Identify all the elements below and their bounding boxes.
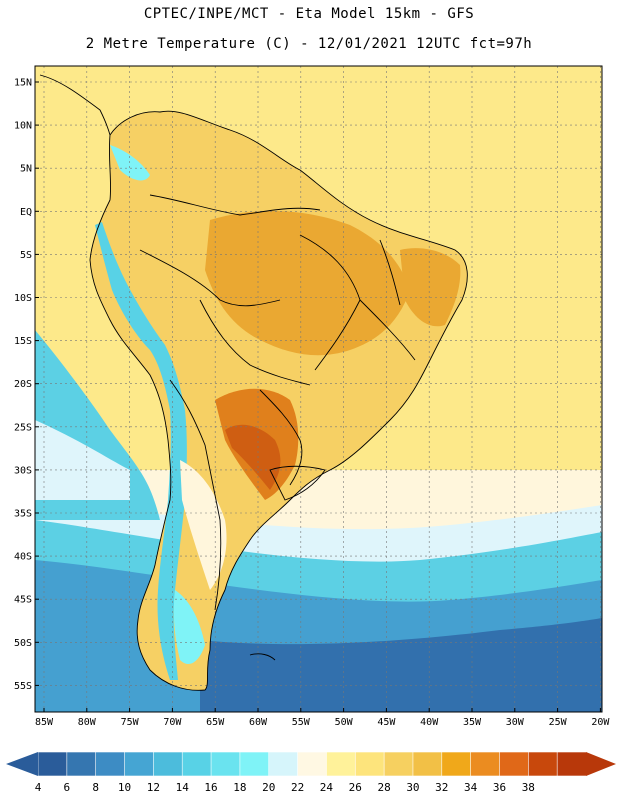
colorbar-tick-label: 38 (522, 781, 535, 794)
lat-label: 15S (14, 336, 32, 347)
border-peru-brazil (139, 249, 281, 307)
colorbar-swatch (124, 751, 155, 777)
colorbar-tick-label: 28 (377, 781, 390, 794)
border-brazil-states-c (379, 239, 401, 306)
lat-label: 50S (14, 638, 32, 649)
border-paraguay (259, 389, 303, 486)
colorbar-swatch (37, 751, 68, 777)
colorbar-swatch (210, 751, 241, 777)
lat-label: 5S (20, 250, 32, 261)
colorbar-swatch (95, 751, 126, 777)
colorbar-swatch (412, 751, 443, 777)
lat-label: 40S (14, 552, 32, 563)
colorbar-tick-label: 24 (320, 781, 334, 794)
field-patagonia-cream (180, 460, 227, 590)
border-bolivia (199, 299, 311, 386)
lat-label: 45S (14, 595, 32, 606)
lon-label: 40W (420, 717, 439, 728)
colorbar-swatch (441, 751, 472, 777)
colorbar-tick-label: 4 (35, 781, 42, 794)
lat-label: 30S (14, 465, 32, 476)
lon-label: 45W (377, 717, 396, 728)
lat-label: 55S (14, 681, 32, 692)
colorbar-tick-label: 18 (233, 781, 246, 794)
colorbar-tick-label: 14 (176, 781, 190, 794)
colorbar-tick-label: 16 (204, 781, 217, 794)
colorbar-high-arrow (586, 752, 616, 776)
colorbar-swatch (383, 751, 414, 777)
lon-label: 75W (121, 717, 140, 728)
lon-label: 55W (292, 717, 311, 728)
lat-label: 25S (14, 422, 32, 433)
colorbar-tick-label: 12 (147, 781, 160, 794)
lon-label: 65W (206, 717, 225, 728)
colorbar-swatch (66, 751, 97, 777)
border-chile-argentina (169, 379, 222, 611)
temperature-field (35, 66, 602, 712)
colorbar-tick-label: 30 (406, 781, 419, 794)
colorbar: 4 6 8 10 12 14 16 18 20 22 24 26 28 30 32 34 36 38 (6, 751, 616, 794)
border-north (149, 194, 321, 216)
field-amazon-hot (205, 210, 410, 356)
lat-label: 5N (20, 164, 32, 175)
border-uruguay (269, 465, 326, 501)
colorbar-low-arrow (6, 752, 38, 776)
border-brazil-states-b (359, 299, 416, 361)
country-borders (39, 74, 468, 691)
lon-label: 20W (591, 717, 610, 728)
colorbar-tick-label: 20 (262, 781, 275, 794)
field-northeast-hot (400, 248, 461, 327)
colorbar-swatch (153, 751, 184, 777)
map-title-line2: 2 Metre Temperature (C) - 12/01/2021 12U… (85, 36, 533, 52)
lon-label: 50W (335, 717, 354, 728)
colorbar-swatch (239, 751, 270, 777)
field-south-deep (200, 618, 602, 712)
lat-label: 35S (14, 509, 32, 520)
map-title-line1: CPTEC/INPE/MCT - Eta Model 15km - GFS (143, 6, 475, 22)
map-frame (34, 65, 603, 713)
colorbar-swatch (181, 751, 212, 777)
field-chaco-max (225, 424, 281, 490)
lon-label: 85W (35, 717, 54, 728)
lat-label: EQ (20, 207, 32, 218)
field-north-andes-cold (110, 145, 150, 181)
colorbar-swatch (499, 751, 530, 777)
lon-label: 60W (249, 717, 268, 728)
central-america-coast (39, 74, 111, 136)
colorbar-tick-label: 8 (92, 781, 99, 794)
lon-label: 35W (463, 717, 482, 728)
continent-coastline (89, 110, 468, 691)
lon-label: 25W (549, 717, 568, 728)
colorbar-tick-label: 10 (118, 781, 131, 794)
colorbar-tick-label: 26 (349, 781, 362, 794)
colorbar-swatch (268, 751, 299, 777)
colorbar-swatch (354, 751, 385, 777)
colorbar-tick-label: 6 (64, 781, 71, 794)
colorbar-tick-label: 36 (493, 781, 506, 794)
lat-label: 20S (14, 379, 32, 390)
colorbar-swatch (326, 751, 357, 777)
colorbar-swatch (556, 751, 587, 777)
latitude-labels: 15N 10N 5N EQ 5S 10S 15S 20S 25S 30S 35S 40S 45S 50S 5… (14, 78, 39, 692)
colorbar-tick-label: 22 (291, 781, 304, 794)
lat-label: 10N (14, 121, 32, 132)
falkland-islands (249, 653, 276, 661)
longitude-labels: 85W 80W 75W 70W 65W 60W 55W 50W 45W 40W 35W 30W 25W 2… (35, 708, 610, 728)
colorbar-swatch (528, 751, 558, 777)
colorbar-swatch (470, 751, 501, 777)
lon-label: 70W (163, 717, 182, 728)
field-pacific-light (35, 420, 130, 500)
field-tierra-cold (173, 590, 205, 665)
lat-label: 10S (14, 293, 32, 304)
colorbar-tick-label: 34 (464, 781, 478, 794)
lon-label: 80W (78, 717, 97, 728)
lat-label: 15N (14, 78, 32, 89)
field-andes-cold (95, 222, 187, 680)
lon-label: 30W (506, 717, 525, 728)
colorbar-swatch (297, 751, 328, 777)
colorbar-tick-label: 32 (435, 781, 448, 794)
